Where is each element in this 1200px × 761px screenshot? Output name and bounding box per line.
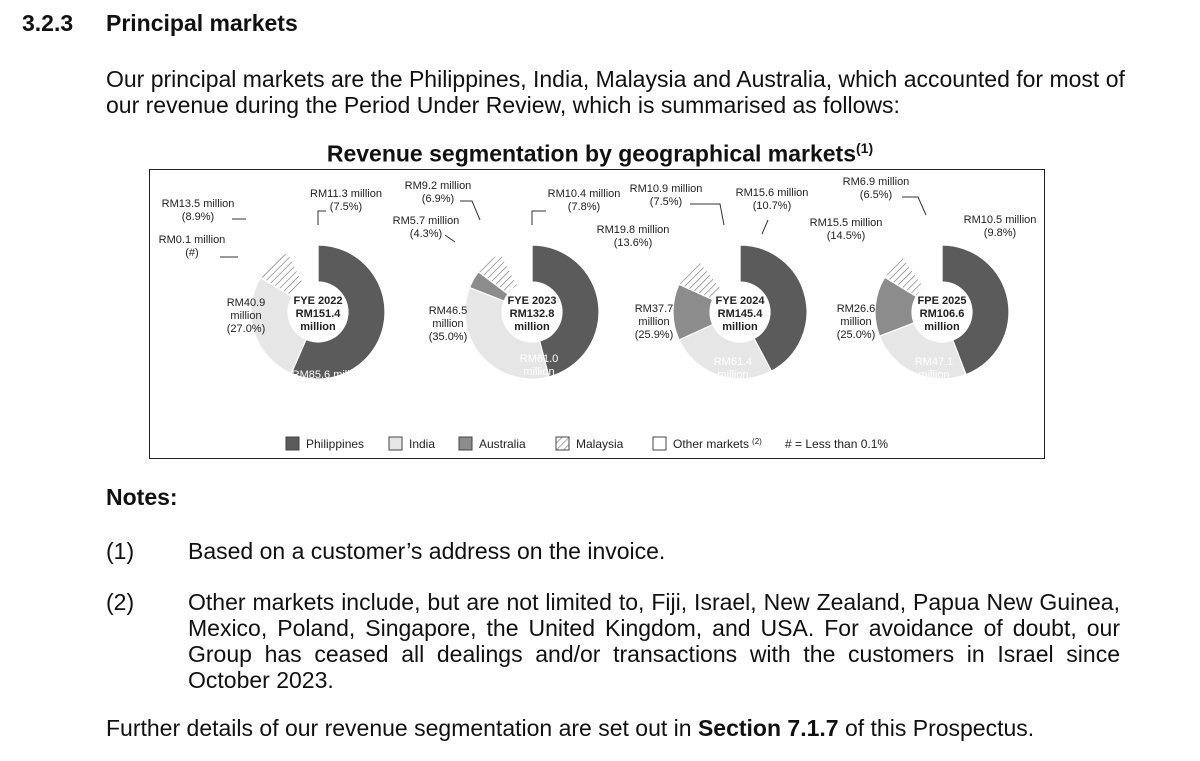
note-number: (1) (106, 538, 135, 564)
note-text: Other markets include, but are not limit… (188, 589, 1120, 693)
slice-label-other-markets: RM10.4 million (7.8%) (548, 188, 621, 213)
legend-label: Other markets (2) (673, 437, 762, 451)
chart-title-footnote: (1) (856, 140, 874, 156)
legend-label: Australia (479, 437, 526, 451)
slice-label-philippines: RM47.1 million (44.2%) (915, 356, 954, 394)
legend: Philippines India Australia Malaysia Other m… (285, 436, 888, 451)
donut-center-label: FYE 2022 RM151.4 million (294, 295, 343, 333)
donut-charts: FYE 2022 RM151.4 million RM85.6 million (56.… (159, 176, 1037, 451)
section-title: Principal markets (106, 10, 298, 36)
donut-hole (288, 282, 348, 342)
further-text: Further details of our revenue segmentat… (106, 715, 698, 741)
slice-label-philippines: RM61.4 million (42.3%) (714, 356, 753, 394)
section-number: 3.2.3 (22, 10, 74, 36)
chart-title-text: Revenue segmentation by geographical mar… (326, 140, 857, 167)
legend-note: (2) (752, 437, 762, 446)
legend-footnote: # = Less than 0.1% (785, 437, 888, 451)
legend-swatch (458, 436, 473, 451)
further-details: Further details of our revenue segmentat… (106, 715, 1034, 742)
legend-swatch (555, 436, 570, 451)
leader-line (690, 203, 725, 226)
slice-label-australia: RM15.5 million (14.5%) (810, 217, 883, 242)
slice-label-australia: RM5.7 million (4.3%) (393, 215, 460, 240)
legend-swatch (285, 436, 300, 451)
slice-label-india: RM46.5 million (35.0%) (429, 305, 468, 343)
notes-heading: Notes: (106, 484, 178, 510)
legend-label: Philippines (306, 437, 364, 451)
legend-label: Malaysia (576, 437, 624, 451)
legend-label: India (409, 437, 435, 451)
slice-other-markets (697, 244, 741, 290)
legend-item-philippines: Philippines (285, 436, 364, 451)
slice-other-markets (902, 244, 943, 289)
chart-box: FYE 2022 RM151.4 million RM85.6 million (56.… (149, 169, 1045, 459)
note-text: Based on a customer’s address on the inv… (188, 538, 666, 564)
donut-chart: FYE 2024 RM145.4 million RM61.4 million (42.3… (597, 183, 809, 394)
intro-paragraph: Our principal markets are the Philippine… (106, 66, 1125, 118)
legend-swatch (388, 436, 403, 451)
slice-label-other-markets: RM10.5 million (9.8%) (964, 214, 1037, 239)
donut-chart: FYE 2023 RM132.8 million RM61.0 million (46.0… (393, 180, 621, 391)
section-reference: Section 7.1.7 (697, 715, 839, 741)
further-text-end: of this Prospectus. (838, 715, 1035, 741)
leader-line (531, 210, 546, 225)
slice-label-philippines: RM61.0 million (46.0%) (520, 353, 559, 391)
slice-label-malaysia: RM6.9 million (6.5%) (843, 176, 910, 201)
note-number: (2) (106, 589, 135, 615)
legend-item-other-markets: Other markets (2) (652, 436, 762, 451)
leader-line (444, 234, 456, 243)
legend-item-india: India (388, 436, 435, 451)
donut-chart: FPE 2025 RM106.6 million RM47.1 million (44.2… (810, 176, 1037, 394)
slice-label-australia: RM19.8 million (13.6%) (597, 224, 670, 249)
slice-label-india: RM40.9 million (27.0%) (227, 297, 266, 335)
donut-hole (912, 282, 972, 342)
slice-label-india: RM37.7 million (25.9%) (635, 303, 674, 341)
legend-item-malaysia: Malaysia (555, 436, 624, 451)
slice-label-other-markets: RM11.3 million (7.5%) (310, 188, 382, 213)
leader-line (460, 200, 481, 221)
donut-center-label: FYE 2023 RM132.8 million (508, 295, 557, 333)
slice-label-malaysia: RM9.2 million (6.9%) (405, 180, 472, 205)
donut-center-label: FYE 2024 RM145.4 million (716, 295, 766, 333)
slice-label-india: RM26.6 million (25.0%) (837, 303, 876, 341)
leader-line (902, 196, 927, 216)
slice-label-other-markets: RM15.6 million (10.7%) (736, 187, 809, 212)
donut-hole (502, 282, 562, 342)
slice-label-australia: RM0.1 million (#) (159, 234, 226, 259)
chart-title: Revenue segmentation by geographical mar… (0, 140, 1200, 168)
slice-label-malaysia: RM13.5 million (8.9%) (162, 198, 235, 223)
donut-chart: FYE 2022 RM151.4 million RM85.6 million (56.… (159, 188, 386, 394)
legend-item-australia: Australia (458, 436, 526, 451)
slice-label-malaysia: RM10.9 million (7.5%) (630, 183, 703, 208)
legend-swatch (652, 436, 667, 451)
slice-label-philippines: RM85.6 million (56.6%) (292, 369, 365, 394)
donut-hole (710, 282, 770, 342)
leader-line (761, 219, 769, 235)
donut-center-label: FPE 2025 RM106.6 million (918, 295, 967, 333)
leader-line (317, 210, 326, 225)
donut-group: FYE 2022 RM151.4 million RM85.6 million (56.… (159, 176, 1037, 394)
